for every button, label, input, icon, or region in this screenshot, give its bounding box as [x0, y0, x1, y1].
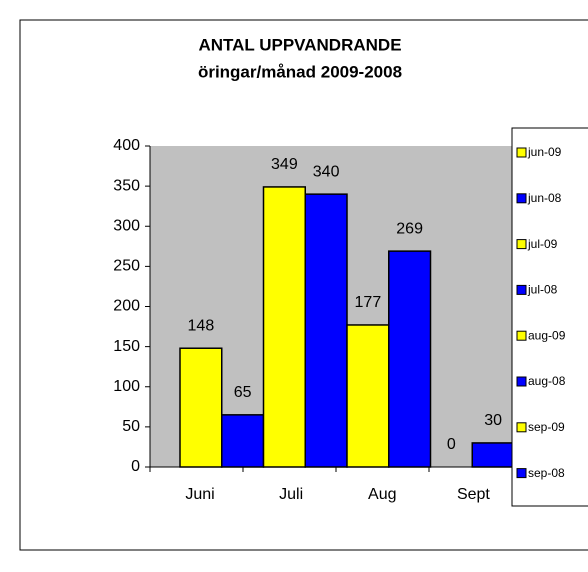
legend-label: jul-08 [527, 283, 558, 297]
x-tick-label: Juni [185, 486, 214, 503]
legend-swatch [516, 330, 527, 341]
bar [471, 442, 515, 468]
legend-label: jun-09 [527, 145, 562, 159]
legend-swatch [516, 193, 527, 204]
bar [388, 250, 432, 468]
x-tick-label: Aug [368, 486, 396, 503]
x-tick-label: Juli [279, 486, 303, 503]
legend-swatch [516, 468, 527, 479]
bar [346, 324, 390, 468]
legend-swatch [516, 147, 527, 158]
legend-swatch [516, 376, 527, 387]
y-tick-label: 100 [113, 378, 140, 395]
data-label: 148 [188, 317, 215, 334]
data-label: 0 [447, 436, 456, 453]
legend-label: jun-08 [527, 191, 562, 205]
y-tick-label: 150 [113, 338, 140, 355]
chart-subtitle: öringar/månad 2009-2008 [198, 62, 402, 81]
legend-label: sep-09 [528, 420, 565, 434]
legend-swatch [516, 284, 527, 295]
bar [304, 193, 348, 468]
legend-label: aug-08 [528, 374, 566, 388]
legend-swatch [516, 422, 527, 433]
legend-swatch [516, 239, 527, 250]
y-tick-label: 350 [113, 177, 140, 194]
y-tick-label: 50 [122, 418, 140, 435]
y-tick-label: 200 [113, 298, 140, 315]
y-tick-label: 300 [113, 217, 140, 234]
bar [221, 414, 265, 468]
bar [262, 186, 306, 468]
chart-title: ANTAL UPPVANDRANDE [198, 35, 401, 54]
legend-label: jul-09 [527, 237, 558, 251]
data-label: 65 [234, 384, 252, 401]
bar [179, 347, 223, 468]
data-label: 30 [484, 412, 502, 429]
y-tick-label: 0 [131, 458, 140, 475]
legend-box [511, 127, 588, 507]
data-label: 340 [313, 163, 340, 180]
legend-label: sep-08 [528, 466, 565, 480]
data-label: 177 [355, 294, 382, 311]
legend-label: aug-09 [528, 328, 566, 342]
y-tick-label: 400 [113, 137, 140, 154]
y-tick-label: 250 [113, 258, 140, 275]
data-label: 269 [396, 220, 423, 237]
data-label: 349 [271, 156, 298, 173]
x-tick-label: Sept [457, 486, 490, 503]
